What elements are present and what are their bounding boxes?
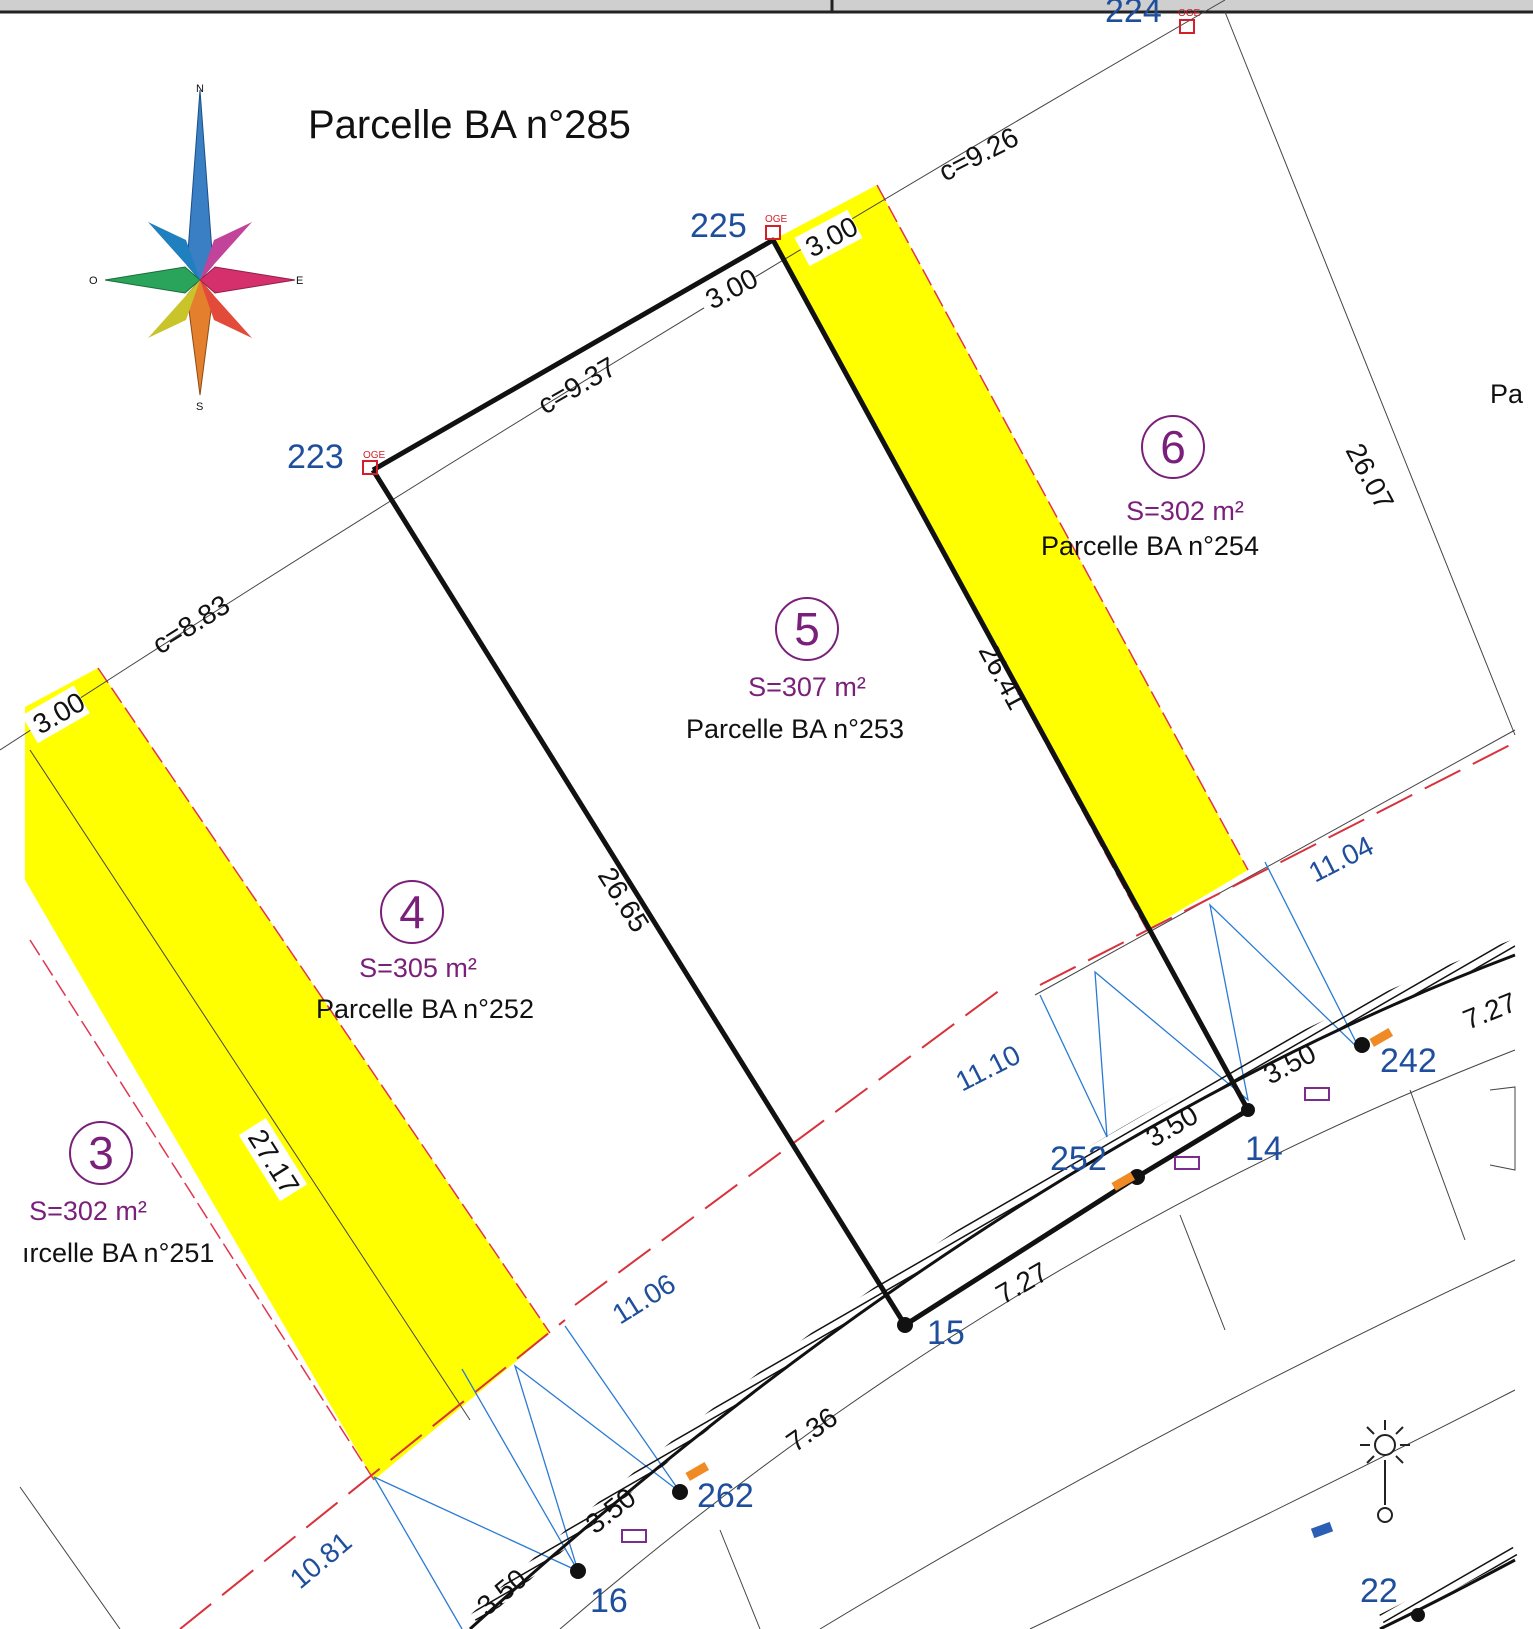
- compass-w-label: O: [89, 275, 98, 287]
- lot-5-label: 5 S=307 m² Parcelle BA n°253: [686, 597, 904, 744]
- map-title: Parcelle BA n°285: [308, 103, 631, 147]
- dim-width-lot5: 3.00: [700, 262, 763, 315]
- svg-text:ırcelle BA n°251: ırcelle BA n°251: [22, 1238, 214, 1268]
- point-22-label: 22: [1360, 1572, 1398, 1610]
- road-edge: [468, 939, 1518, 1629]
- limit-lines: [179, 744, 1511, 1629]
- lot5-boundary: [370, 237, 1251, 1328]
- svg-text:S=305 m²: S=305 m²: [359, 953, 477, 983]
- dim-1104: 11.04: [1304, 830, 1379, 888]
- dimension-labels: c=9.26 c=9.37 c=8.83 3.00 3.00 3.00 26.0…: [21, 121, 1521, 1622]
- svg-text:4: 4: [399, 886, 425, 938]
- network-markers: [621, 1028, 1394, 1543]
- point-224-label: 224: [1105, 0, 1162, 30]
- lot-4-label: 4 S=305 m² Parcelle BA n°252: [316, 880, 534, 1024]
- dim-350-242: 3.50: [1258, 1037, 1321, 1090]
- point-14-label: 14: [1245, 1130, 1283, 1168]
- survey-points: [570, 1037, 1425, 1622]
- dim-c937: c=9.37: [533, 351, 622, 420]
- point-223-label: 223: [287, 438, 344, 476]
- compass-n-label: N: [196, 83, 204, 95]
- measurement-lines: [373, 861, 1361, 1629]
- svg-text:S=302 m²: S=302 m²: [1126, 496, 1244, 526]
- point-15-label: 15: [927, 1314, 965, 1352]
- compass-rose: N S O E: [89, 83, 303, 413]
- dim-2665: 26.65: [592, 862, 655, 938]
- svg-text:OGE: OGE: [765, 214, 788, 225]
- oge-marker-223: OGE: [362, 450, 386, 475]
- dim-1106: 11.06: [607, 1268, 681, 1330]
- point-262-label: 262: [697, 1477, 754, 1515]
- street-lamp-icon: [1360, 1420, 1410, 1523]
- compass-e-label: E: [296, 275, 303, 287]
- dim-727-right: 7.27: [1459, 986, 1521, 1035]
- easement-strip-lot6: [773, 185, 1248, 930]
- dim-1110: 11.10: [951, 1039, 1026, 1097]
- point-242-label: 242: [1380, 1042, 1437, 1080]
- svg-text:Parcelle BA n°252: Parcelle BA n°252: [316, 994, 534, 1024]
- svg-text:6: 6: [1160, 421, 1186, 473]
- header-frame: [0, 0, 1533, 14]
- point-225-label: 225: [690, 207, 747, 245]
- point-16-label: 16: [590, 1582, 628, 1620]
- edge-parcel-label: Pa: [1490, 379, 1524, 409]
- svg-text:OGE: OGE: [363, 450, 386, 461]
- dim-2607: 26.07: [1340, 438, 1400, 514]
- svg-text:Parcelle BA n°254: Parcelle BA n°254: [1041, 531, 1259, 561]
- svg-text:S=307 m²: S=307 m²: [748, 672, 866, 702]
- point-252-label: 252: [1050, 1140, 1107, 1178]
- dim-736: 7.36: [781, 1401, 843, 1458]
- compass-s-label: S: [196, 401, 203, 413]
- svg-text:OGE: OGE: [1178, 8, 1201, 19]
- oge-markers: OGE OGE OGE: [362, 8, 1201, 475]
- lot-3-label: 3 S=302 m² ırcelle BA n°251: [22, 1121, 214, 1268]
- svg-text:S=302 m²: S=302 m²: [29, 1196, 147, 1226]
- dim-c926: c=9.26: [934, 121, 1024, 187]
- oge-marker-225: OGE: [765, 214, 788, 240]
- svg-text:Parcelle BA n°253: Parcelle BA n°253: [686, 714, 904, 744]
- svg-text:3: 3: [88, 1127, 114, 1179]
- svg-text:5: 5: [794, 603, 820, 655]
- oge-marker-224: OGE: [1178, 8, 1201, 34]
- easement-strip-lot4: [25, 668, 550, 1480]
- point-labels: 223 224 225 14 15 16 22 242 252 262: [287, 0, 1437, 1620]
- dim-c883: c=8.83: [147, 589, 235, 660]
- lot-6-label: 6 S=302 m² Parcelle BA n°254: [1041, 415, 1259, 561]
